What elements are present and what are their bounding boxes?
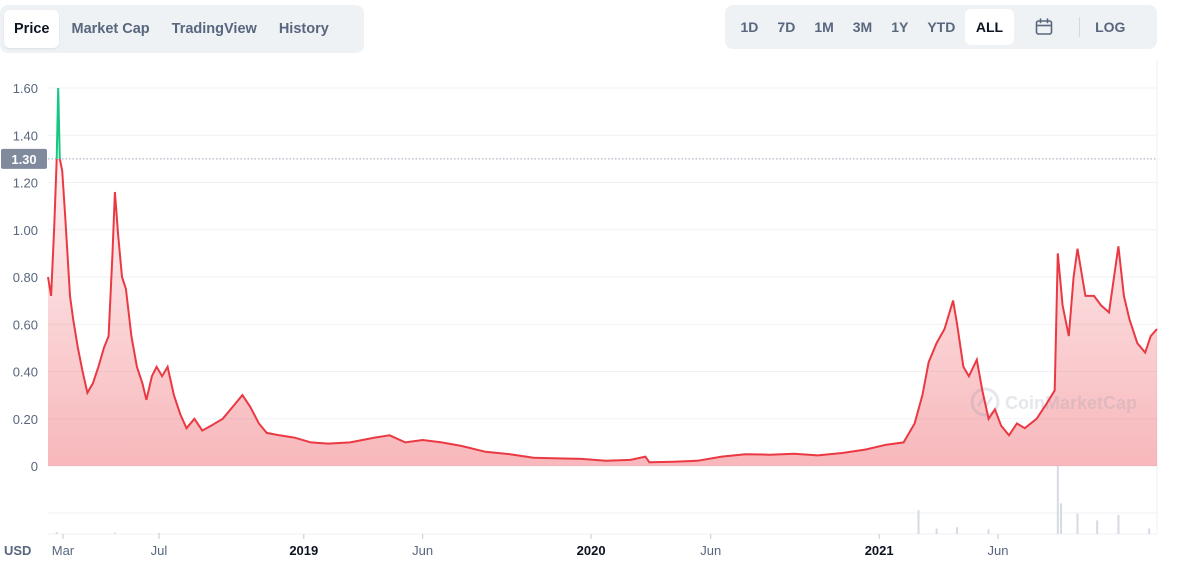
current-price-tag-box: [1, 148, 47, 169]
x-tick-label: Jul: [151, 543, 168, 558]
range-ytd-button[interactable]: YTD: [927, 19, 956, 35]
y-axis: 1.60 1.40 1.20 1.00 0.80 0.60 0.40 0.20 0: [13, 81, 38, 474]
x-tick-label: Jun: [700, 543, 721, 558]
range-1m-button[interactable]: 1M: [814, 19, 834, 35]
x-tick-label: 2020: [577, 543, 606, 558]
x-tick-label: 2021: [865, 543, 894, 558]
current-price-tag-label: 1.30: [11, 152, 36, 167]
volume-bar: [55, 531, 58, 534]
watermark-text: CoinMarketCap: [1005, 393, 1137, 413]
range-all-button[interactable]: ALL: [964, 9, 1015, 45]
x-tick-label: Jun: [988, 543, 1009, 558]
y-tick-label: 1.20: [13, 176, 38, 191]
tab-history[interactable]: History: [278, 21, 329, 37]
price-area-fill: [48, 88, 1157, 466]
y-tick-label: 0.60: [13, 317, 38, 332]
volume-bar: [956, 527, 959, 534]
price-line-below-current: [47, 158, 1158, 464]
price-line-above-current: [55, 87, 61, 159]
volume-bar: [987, 529, 990, 534]
volume-bar: [1148, 528, 1151, 534]
tab-price[interactable]: Price: [4, 10, 60, 48]
range-1y-button[interactable]: 1Y: [891, 19, 909, 35]
coinmarketcap-watermark: CoinMarketCap: [970, 387, 1137, 417]
range-divider: [1079, 17, 1081, 37]
range-1d-button[interactable]: 1D: [740, 19, 759, 35]
x-tick-label: Jun: [412, 543, 433, 558]
y-tick-label: 0: [31, 459, 38, 474]
time-range-selector: 1D 7D 1M 3M 1Y YTD ALL LOG: [725, 5, 1157, 49]
volume-bar: [113, 532, 116, 534]
volume-bar: [1076, 513, 1079, 534]
log-scale-toggle[interactable]: LOG: [1095, 19, 1126, 35]
y-tick-label: 1.40: [13, 128, 38, 143]
range-3m-button[interactable]: 3M: [852, 19, 873, 35]
tab-tradingview[interactable]: TradingView: [171, 21, 257, 37]
volume-bar: [157, 532, 160, 534]
volume-bar: [1117, 514, 1120, 534]
y-tick-label: 1.60: [13, 81, 38, 96]
volume-bar: [917, 510, 920, 534]
currency-label: USD: [4, 543, 31, 558]
volume-bar: [1056, 466, 1059, 534]
y-tick-label: 0.80: [13, 270, 38, 285]
current-price-tag: 1.30: [1, 148, 47, 169]
volume-bar: [1059, 503, 1062, 534]
range-7d-button[interactable]: 7D: [777, 19, 796, 35]
volume-bars: [55, 466, 1151, 534]
x-tick-label: 2019: [289, 543, 318, 558]
tab-market-cap[interactable]: Market Cap: [71, 21, 150, 37]
chart-view-tabs: Price Market Cap TradingView History: [0, 5, 364, 53]
y-tick-label: 1.00: [13, 223, 38, 238]
x-tick-label: Mar: [52, 543, 75, 558]
calendar-icon: [1035, 18, 1052, 35]
y-tick-label: 0.40: [13, 365, 38, 380]
calendar-button[interactable]: [1014, 9, 1073, 45]
x-axis: Mar Jul 2019 Jun 2020 Jun 2021 Jun: [52, 534, 1009, 558]
coinmarketcap-logo-icon: [970, 387, 1000, 417]
volume-bar: [1096, 520, 1099, 534]
volume-bar: [935, 528, 938, 534]
y-tick-label: 0.20: [13, 412, 38, 427]
